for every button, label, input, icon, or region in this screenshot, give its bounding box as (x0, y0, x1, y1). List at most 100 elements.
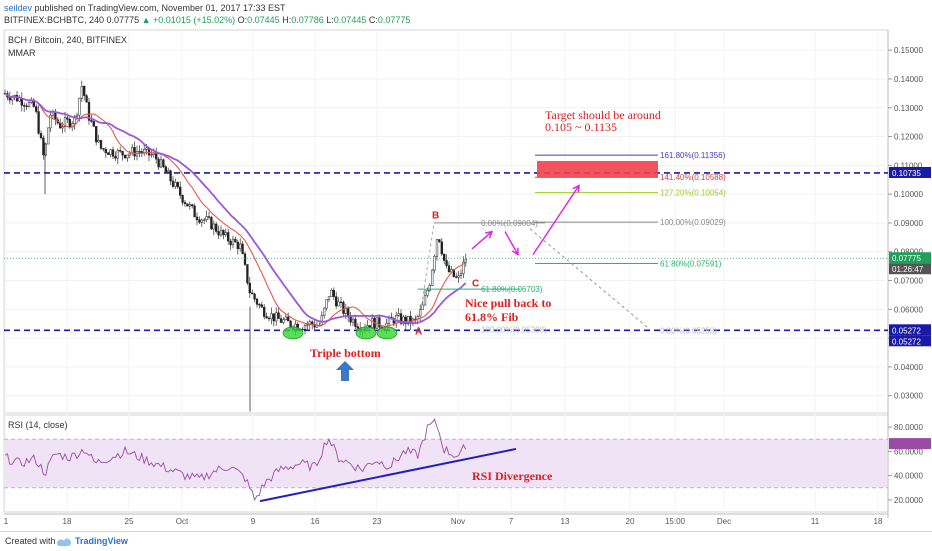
rsi-tick-label: 40.0000 (894, 472, 923, 481)
candle (229, 240, 232, 246)
candle (85, 95, 88, 103)
candle (83, 85, 86, 96)
author-link[interactable]: seildev (4, 3, 33, 13)
open-label: O: (237, 15, 248, 25)
price-label-box (889, 335, 931, 347)
price-tick-label: 0.11000 (894, 161, 923, 170)
time-tick-label: 9 (251, 517, 256, 526)
rsi-trendline (259, 447, 517, 503)
time-tick-label: 15:00 (665, 517, 686, 526)
candle (102, 148, 105, 150)
candle (25, 105, 28, 107)
candle (109, 149, 112, 155)
candle (284, 316, 287, 320)
candle (433, 255, 436, 271)
candle (251, 292, 254, 295)
time-tick-label: 18 (874, 517, 883, 526)
candle (342, 301, 345, 314)
magenta-arrow-head (485, 230, 494, 239)
candle (337, 301, 340, 307)
countdown-label: 01:26:47 (892, 265, 924, 274)
main-pane (3, 29, 889, 414)
candle (59, 122, 62, 129)
candle (138, 151, 141, 153)
candle (265, 316, 268, 319)
candle (171, 180, 175, 187)
candle (27, 102, 31, 107)
candle (191, 204, 194, 207)
price-tick-label: 0.03000 (894, 392, 923, 401)
candle (457, 275, 460, 278)
time-tick-label: 1 (4, 517, 9, 526)
magenta-arrow-shaft (504, 231, 519, 255)
candle (143, 149, 146, 153)
candle (90, 120, 93, 122)
target-zone (537, 161, 658, 178)
candle (282, 319, 285, 323)
annotation-triple-bottom: Triple bottom (310, 346, 381, 360)
candle (426, 289, 429, 296)
candle (121, 151, 124, 156)
symbol-label: BITFINEX:BCHBTC, 240 (4, 15, 105, 25)
point-label-c: C (472, 278, 479, 289)
time-tick-label: 13 (561, 517, 570, 526)
candle (198, 219, 201, 223)
candle (119, 150, 122, 152)
candle (128, 152, 131, 156)
candle (140, 151, 143, 153)
candle (330, 289, 333, 297)
triple-bottom-ellipse (355, 326, 377, 340)
fib-extension-label: 141.40%(0.10588) (660, 173, 726, 182)
price-tick-label: 0.10000 (894, 190, 923, 199)
rsi-tick-label: 60.0000 (894, 447, 923, 456)
candle (78, 97, 81, 116)
candle (183, 202, 187, 204)
candle (66, 117, 69, 120)
magenta-arrow-shaft (471, 231, 493, 250)
candle (378, 317, 381, 328)
candle (279, 318, 283, 323)
candle (464, 259, 467, 263)
candle (440, 241, 443, 255)
rsi-tick-label: 80.0000 (894, 423, 923, 432)
candle (123, 154, 127, 159)
candle (344, 308, 347, 314)
up-arrow-icon (336, 361, 354, 381)
price-tick-label: 0.09000 (894, 219, 923, 228)
tradingview-brand[interactable]: TradingView (75, 536, 128, 546)
candle (23, 105, 26, 107)
fib-extension-label: 100.00%(0.09029) (660, 218, 726, 227)
price-tick-label: 0.06000 (894, 305, 923, 314)
projection-arrows (471, 184, 580, 256)
candle (227, 232, 230, 242)
created-with-label: Created with (5, 536, 56, 546)
candle (107, 152, 110, 155)
close-value: 0.07775 (377, 15, 411, 25)
publish-line: seildev published on TradingView.com, No… (4, 3, 286, 14)
magenta-arrow-head (511, 247, 519, 256)
fib-extension-label: 61.80%(0.07591) (660, 260, 722, 269)
time-tick-label: Nov (451, 517, 465, 526)
candle (277, 312, 280, 319)
candle (258, 304, 261, 306)
candle (116, 150, 119, 159)
price-label-box (889, 166, 931, 178)
candle (260, 304, 263, 308)
candle (111, 149, 115, 157)
last-price: 0.07775 (106, 15, 140, 25)
candle (207, 216, 211, 218)
time-tick-label: Oct (176, 517, 189, 526)
high-label: H: (282, 15, 292, 25)
candle (243, 253, 247, 265)
price-chart[interactable]: 0.15000 0.14000 0.13000 0.12000 0.11000 0.100… (0, 0, 932, 531)
candle (217, 231, 220, 236)
candle (35, 106, 38, 112)
candle (287, 316, 290, 322)
indicator-label: MMAR (8, 48, 36, 58)
publish-info: published on TradingView.com, November 0… (34, 3, 286, 13)
candle (203, 219, 206, 221)
time-tick-label: 16 (311, 517, 320, 526)
rsi-line (4, 418, 467, 501)
footer: Created with TradingView (0, 531, 932, 551)
candle (157, 158, 160, 168)
